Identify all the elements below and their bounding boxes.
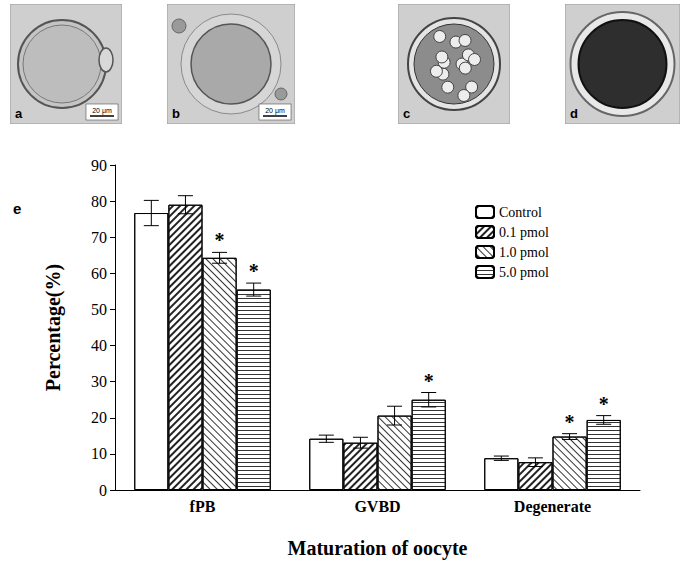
- svg-text:c: c: [403, 106, 410, 121]
- svg-text:e: e: [13, 200, 21, 217]
- svg-text:1.0 pmol: 1.0 pmol: [499, 245, 549, 260]
- svg-text:*: *: [565, 411, 575, 433]
- svg-text:60: 60: [91, 265, 107, 282]
- svg-text:90: 90: [91, 157, 107, 174]
- svg-text:b: b: [172, 106, 180, 121]
- svg-text:70: 70: [91, 229, 107, 246]
- svg-text:Degenerate: Degenerate: [514, 498, 591, 516]
- svg-text:GVBD: GVBD: [354, 498, 400, 515]
- svg-text:Maturation of oocyte: Maturation of oocyte: [288, 537, 468, 560]
- svg-text:40: 40: [91, 337, 107, 354]
- svg-text:10: 10: [91, 445, 107, 462]
- svg-text:Control: Control: [499, 205, 542, 220]
- svg-text:20: 20: [91, 409, 107, 426]
- svg-text:0.1 pmol: 0.1 pmol: [499, 225, 549, 240]
- svg-text:50: 50: [91, 301, 107, 318]
- svg-text:d: d: [570, 106, 578, 121]
- svg-text:*: *: [249, 260, 259, 282]
- svg-text:a: a: [15, 106, 23, 121]
- svg-text:fPB: fPB: [190, 498, 216, 515]
- svg-text:20 μm: 20 μm: [265, 107, 285, 115]
- svg-text:*: *: [215, 229, 225, 251]
- svg-text:*: *: [424, 370, 434, 392]
- svg-text:5.0 pmol: 5.0 pmol: [499, 265, 549, 280]
- svg-text:80: 80: [91, 193, 107, 210]
- svg-text:30: 30: [91, 373, 107, 390]
- svg-text:Percentage(%): Percentage(%): [42, 264, 65, 391]
- svg-text:20 μm: 20 μm: [92, 107, 112, 115]
- svg-text:*: *: [599, 393, 609, 415]
- svg-text:0: 0: [99, 482, 107, 499]
